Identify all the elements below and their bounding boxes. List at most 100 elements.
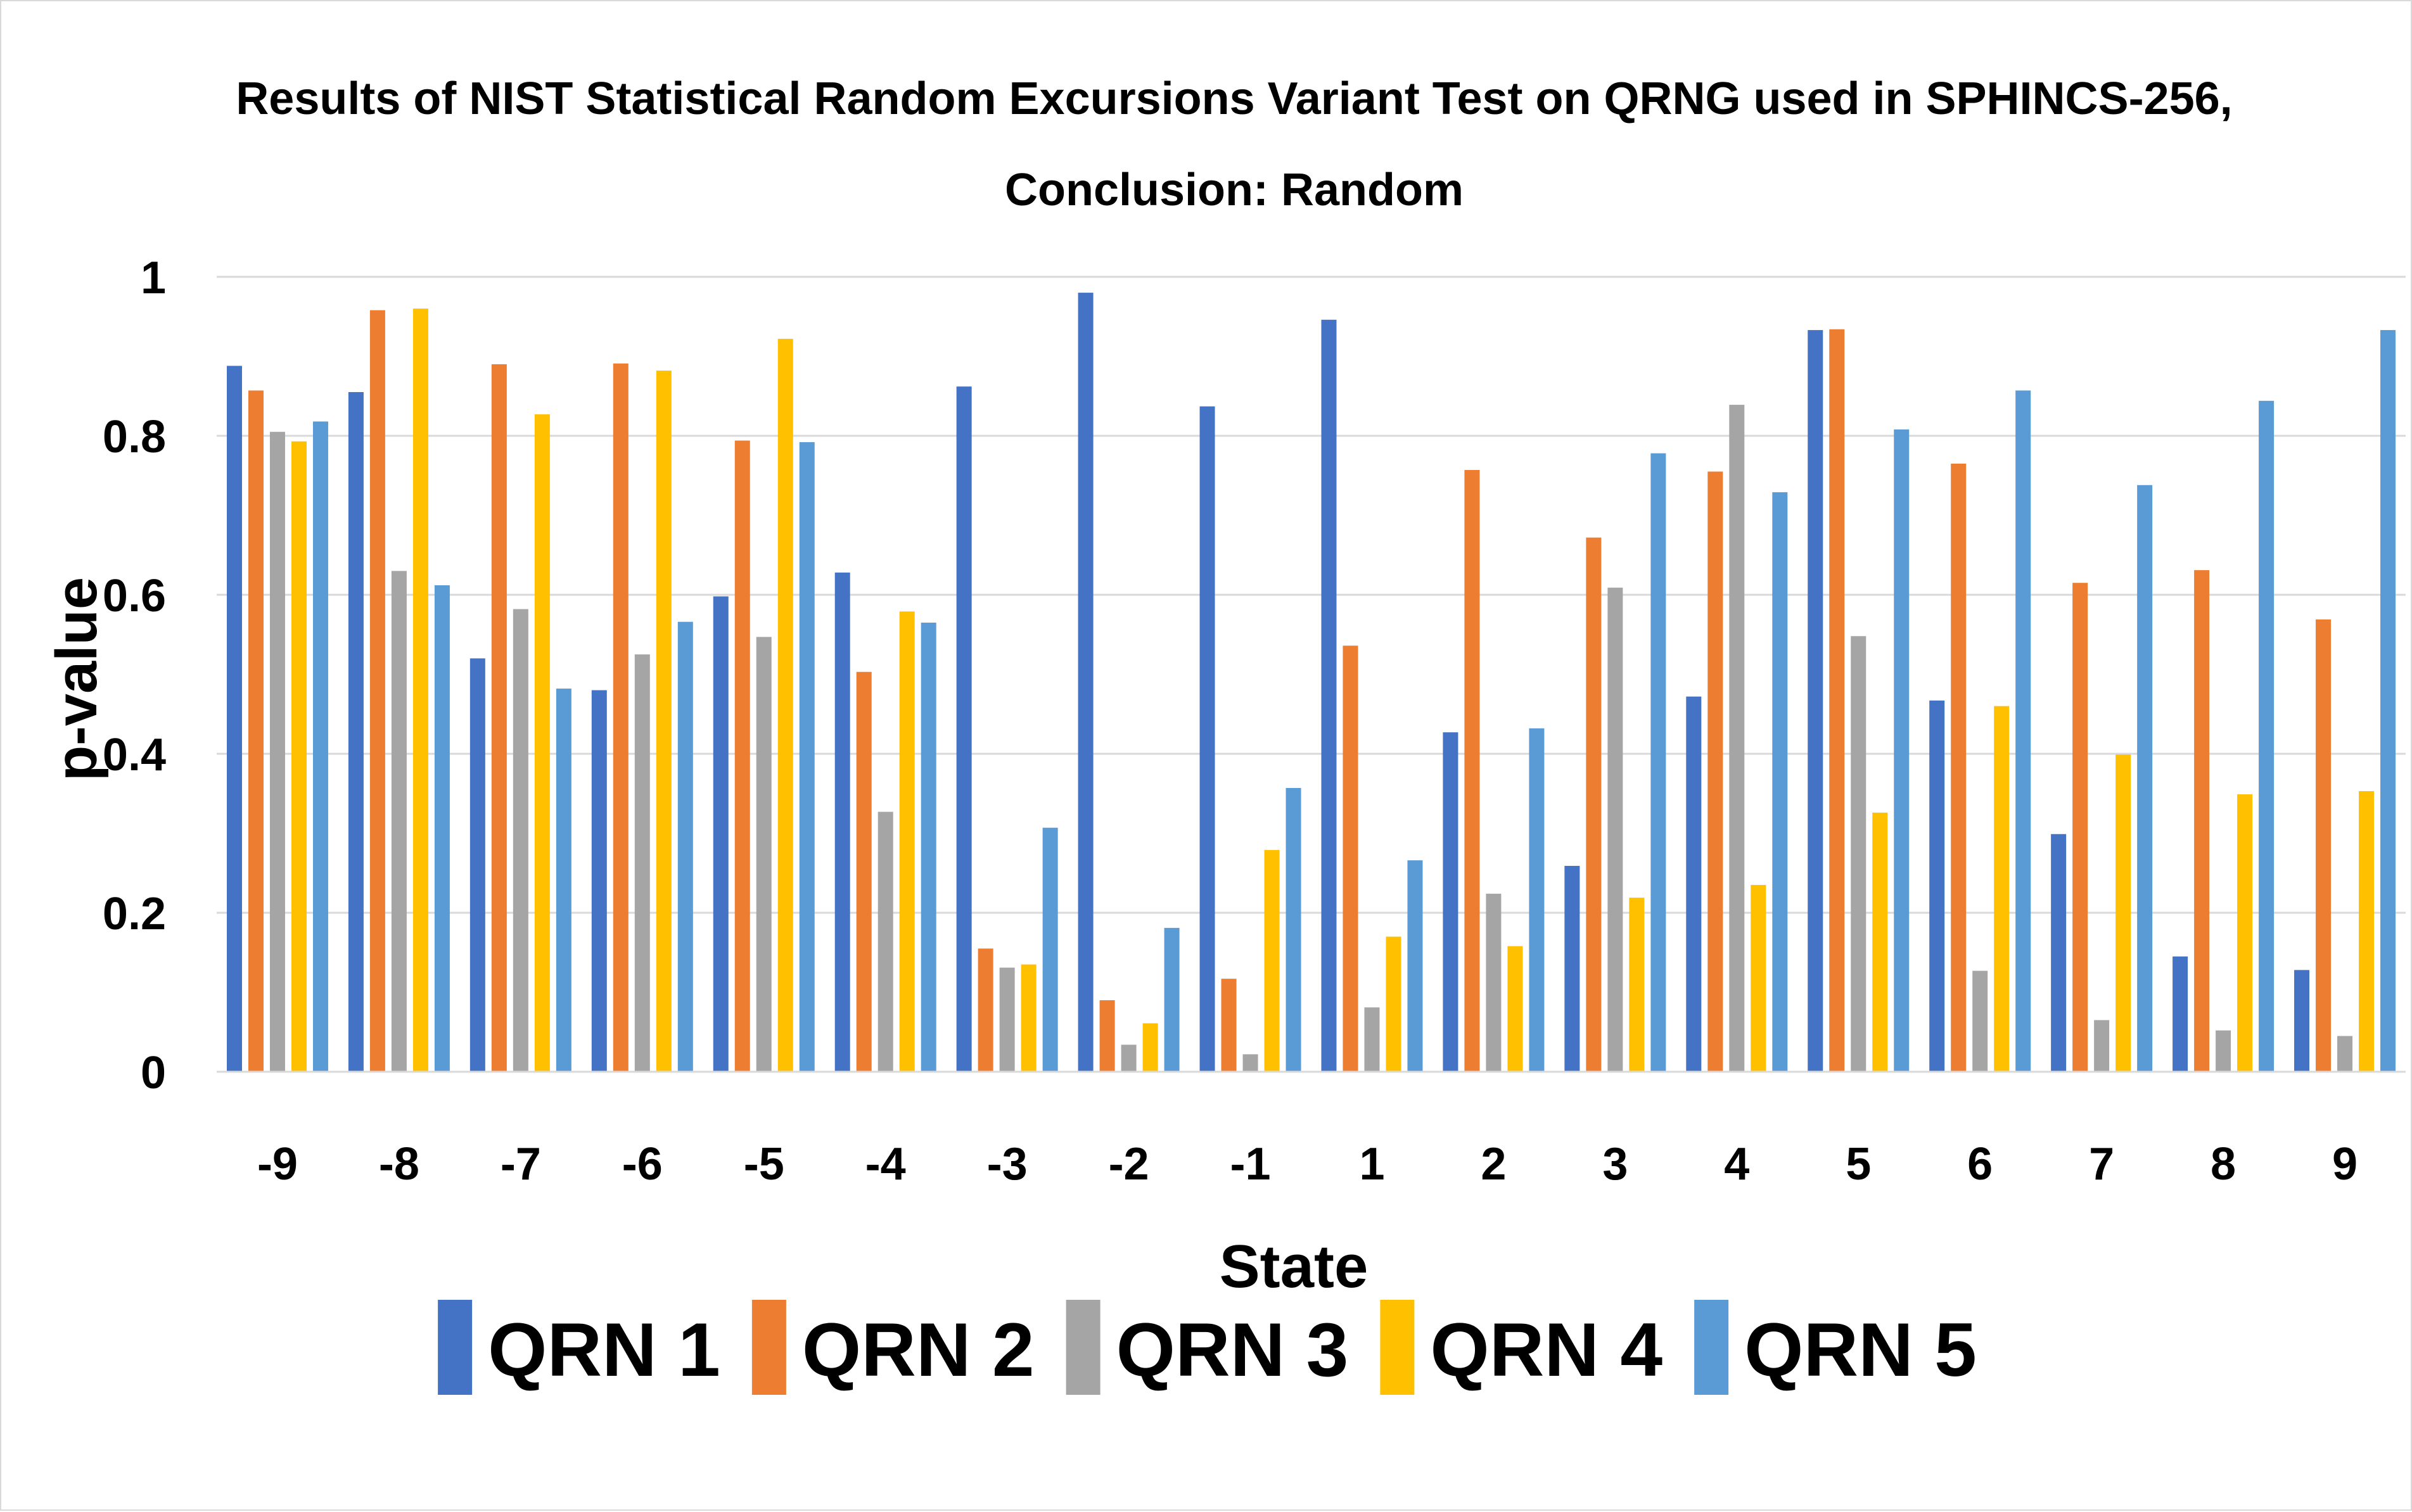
y-axis-ticks: 0 0.2 0.4 0.6 0.8 1	[103, 253, 166, 1098]
x-tick-label: -2	[1109, 1139, 1149, 1190]
bar-qrn-5	[1529, 728, 1545, 1072]
legend-label: QRN 3	[1116, 1307, 1349, 1392]
gridlines	[217, 276, 2406, 914]
bar-qrn-5	[677, 621, 693, 1072]
bar-qrn-5	[2137, 485, 2153, 1072]
x-tick-label: -4	[865, 1139, 906, 1190]
bar-qrn-4	[2237, 794, 2253, 1072]
bar-qrn-4	[899, 611, 915, 1072]
y-tick-label: 0.2	[103, 889, 166, 939]
bar-qrn-1	[834, 572, 850, 1072]
bar-qrn-4	[1994, 706, 2010, 1072]
bar-qrn-3	[1851, 636, 1866, 1072]
chart-subtitle: Conclusion: Random	[1005, 165, 1464, 215]
bar-qrn-1	[1929, 700, 1945, 1072]
bar-qrn-2	[2194, 570, 2210, 1072]
legend-swatch	[751, 1300, 786, 1395]
bar-qrn-1	[1321, 319, 1337, 1072]
legend-label: QRN 4	[1430, 1307, 1662, 1392]
bar-qrn-2	[2316, 619, 2332, 1072]
bar-qrn-2	[1951, 463, 1967, 1072]
bar-qrn-1	[1078, 293, 1094, 1072]
bar-qrn-4	[1021, 964, 1037, 1072]
bar-qrn-1	[2051, 834, 2067, 1072]
bar-qrn-4	[1629, 898, 1645, 1072]
bar-qrn-2	[2072, 583, 2088, 1072]
bar-qrn-5	[799, 442, 815, 1072]
bar-qrn-5	[1164, 927, 1180, 1072]
bar-qrn-1	[2294, 970, 2310, 1072]
bar-qrn-5	[1042, 827, 1058, 1072]
legend-item-qrn-5: QRN 5	[1694, 1300, 1977, 1395]
legend-label: QRN 5	[1744, 1307, 1977, 1392]
bar-qrn-1	[591, 690, 607, 1072]
legend-swatch	[1694, 1300, 1729, 1395]
bar-qrn-2	[1586, 537, 1602, 1072]
bar-qrn-3	[1364, 1007, 1380, 1072]
bar-qrn-5	[556, 689, 571, 1072]
bar-qrn-1	[1443, 732, 1458, 1072]
bar-qrn-5	[312, 421, 328, 1072]
bar-qrn-1	[1199, 406, 1215, 1072]
bar-qrn-1	[348, 391, 364, 1072]
bar-qrn-5	[2380, 330, 2396, 1072]
bar-qrn-4	[1872, 812, 1888, 1072]
bar-qrn-2	[1464, 469, 1480, 1072]
bar-qrn-1	[1564, 865, 1580, 1072]
legend-swatch	[1066, 1300, 1101, 1395]
bar-qrn-4	[1507, 946, 1523, 1072]
bar-qrn-1	[956, 386, 972, 1072]
bar-qrn-1	[1686, 696, 1702, 1072]
legend: QRN 1 QRN 2 QRN 3 QRN 4 QRN 5	[438, 1300, 1977, 1395]
legend-item-qrn-1: QRN 1	[438, 1300, 720, 1395]
bar-qrn-5	[1772, 492, 1788, 1072]
bar-qrn-2	[613, 363, 629, 1072]
y-tick-label: 0.8	[103, 412, 166, 462]
y-tick-label: 0.4	[103, 730, 166, 780]
bar-qrn-2	[856, 671, 872, 1072]
bar-qrn-3	[1121, 1045, 1137, 1072]
x-tick-label: 7	[2089, 1139, 2114, 1190]
legend-label: QRN 2	[802, 1307, 1035, 1392]
bar-qrn-1	[469, 658, 485, 1072]
bar-qrn-4	[777, 338, 793, 1072]
legend-swatch	[1380, 1300, 1415, 1395]
bar-qrn-2	[734, 440, 750, 1072]
legend-item-qrn-2: QRN 2	[751, 1300, 1035, 1395]
bar-qrn-4	[1386, 936, 1401, 1072]
bar-qrn-3	[2094, 1020, 2110, 1072]
bar-qrn-5	[434, 585, 450, 1072]
bar-qrn-3	[756, 637, 772, 1072]
bar-qrn-3	[877, 811, 893, 1072]
x-axis-ticks: -9 -8 -7 -6 -5 -4 -3 -2 -1 1 2 3 4 5 6 7 8 9	[257, 1139, 2358, 1190]
bar-qrn-2	[369, 310, 385, 1072]
x-tick-label: -7	[501, 1139, 541, 1190]
y-tick-label: 0.6	[103, 571, 166, 621]
bar-qrn-5	[2015, 390, 2031, 1072]
x-tick-label: -6	[622, 1139, 663, 1190]
bar-qrn-3	[269, 431, 285, 1072]
x-tick-label: -8	[379, 1139, 419, 1190]
bar-qrn-4	[291, 441, 307, 1072]
bar-qrn-4	[412, 308, 428, 1072]
legend-item-qrn-4: QRN 4	[1380, 1300, 1662, 1395]
x-tick-label: 3	[1602, 1139, 1628, 1190]
bar-qrn-4	[656, 371, 672, 1072]
bar-qrn-3	[1972, 970, 1988, 1072]
bar-qrn-3	[1607, 587, 1623, 1072]
legend-item-qrn-3: QRN 3	[1066, 1300, 1349, 1395]
bar-qrn-2	[1829, 329, 1845, 1072]
bar-qrn-4	[1264, 849, 1280, 1072]
bar-qrn-3	[634, 654, 650, 1072]
bar-qrn-3	[1486, 893, 1502, 1072]
x-tick-label: 1	[1359, 1139, 1384, 1190]
bar-qrn-3	[391, 571, 407, 1072]
chart-title: Results of NIST Statistical Random Excur…	[236, 73, 2232, 124]
bar-qrn-5	[1407, 860, 1423, 1072]
x-tick-label: 9	[2332, 1139, 2358, 1190]
bar-qrn-4	[1142, 1023, 1158, 1072]
x-tick-label: 8	[2211, 1139, 2236, 1190]
bar-qrn-2	[1343, 645, 1358, 1072]
